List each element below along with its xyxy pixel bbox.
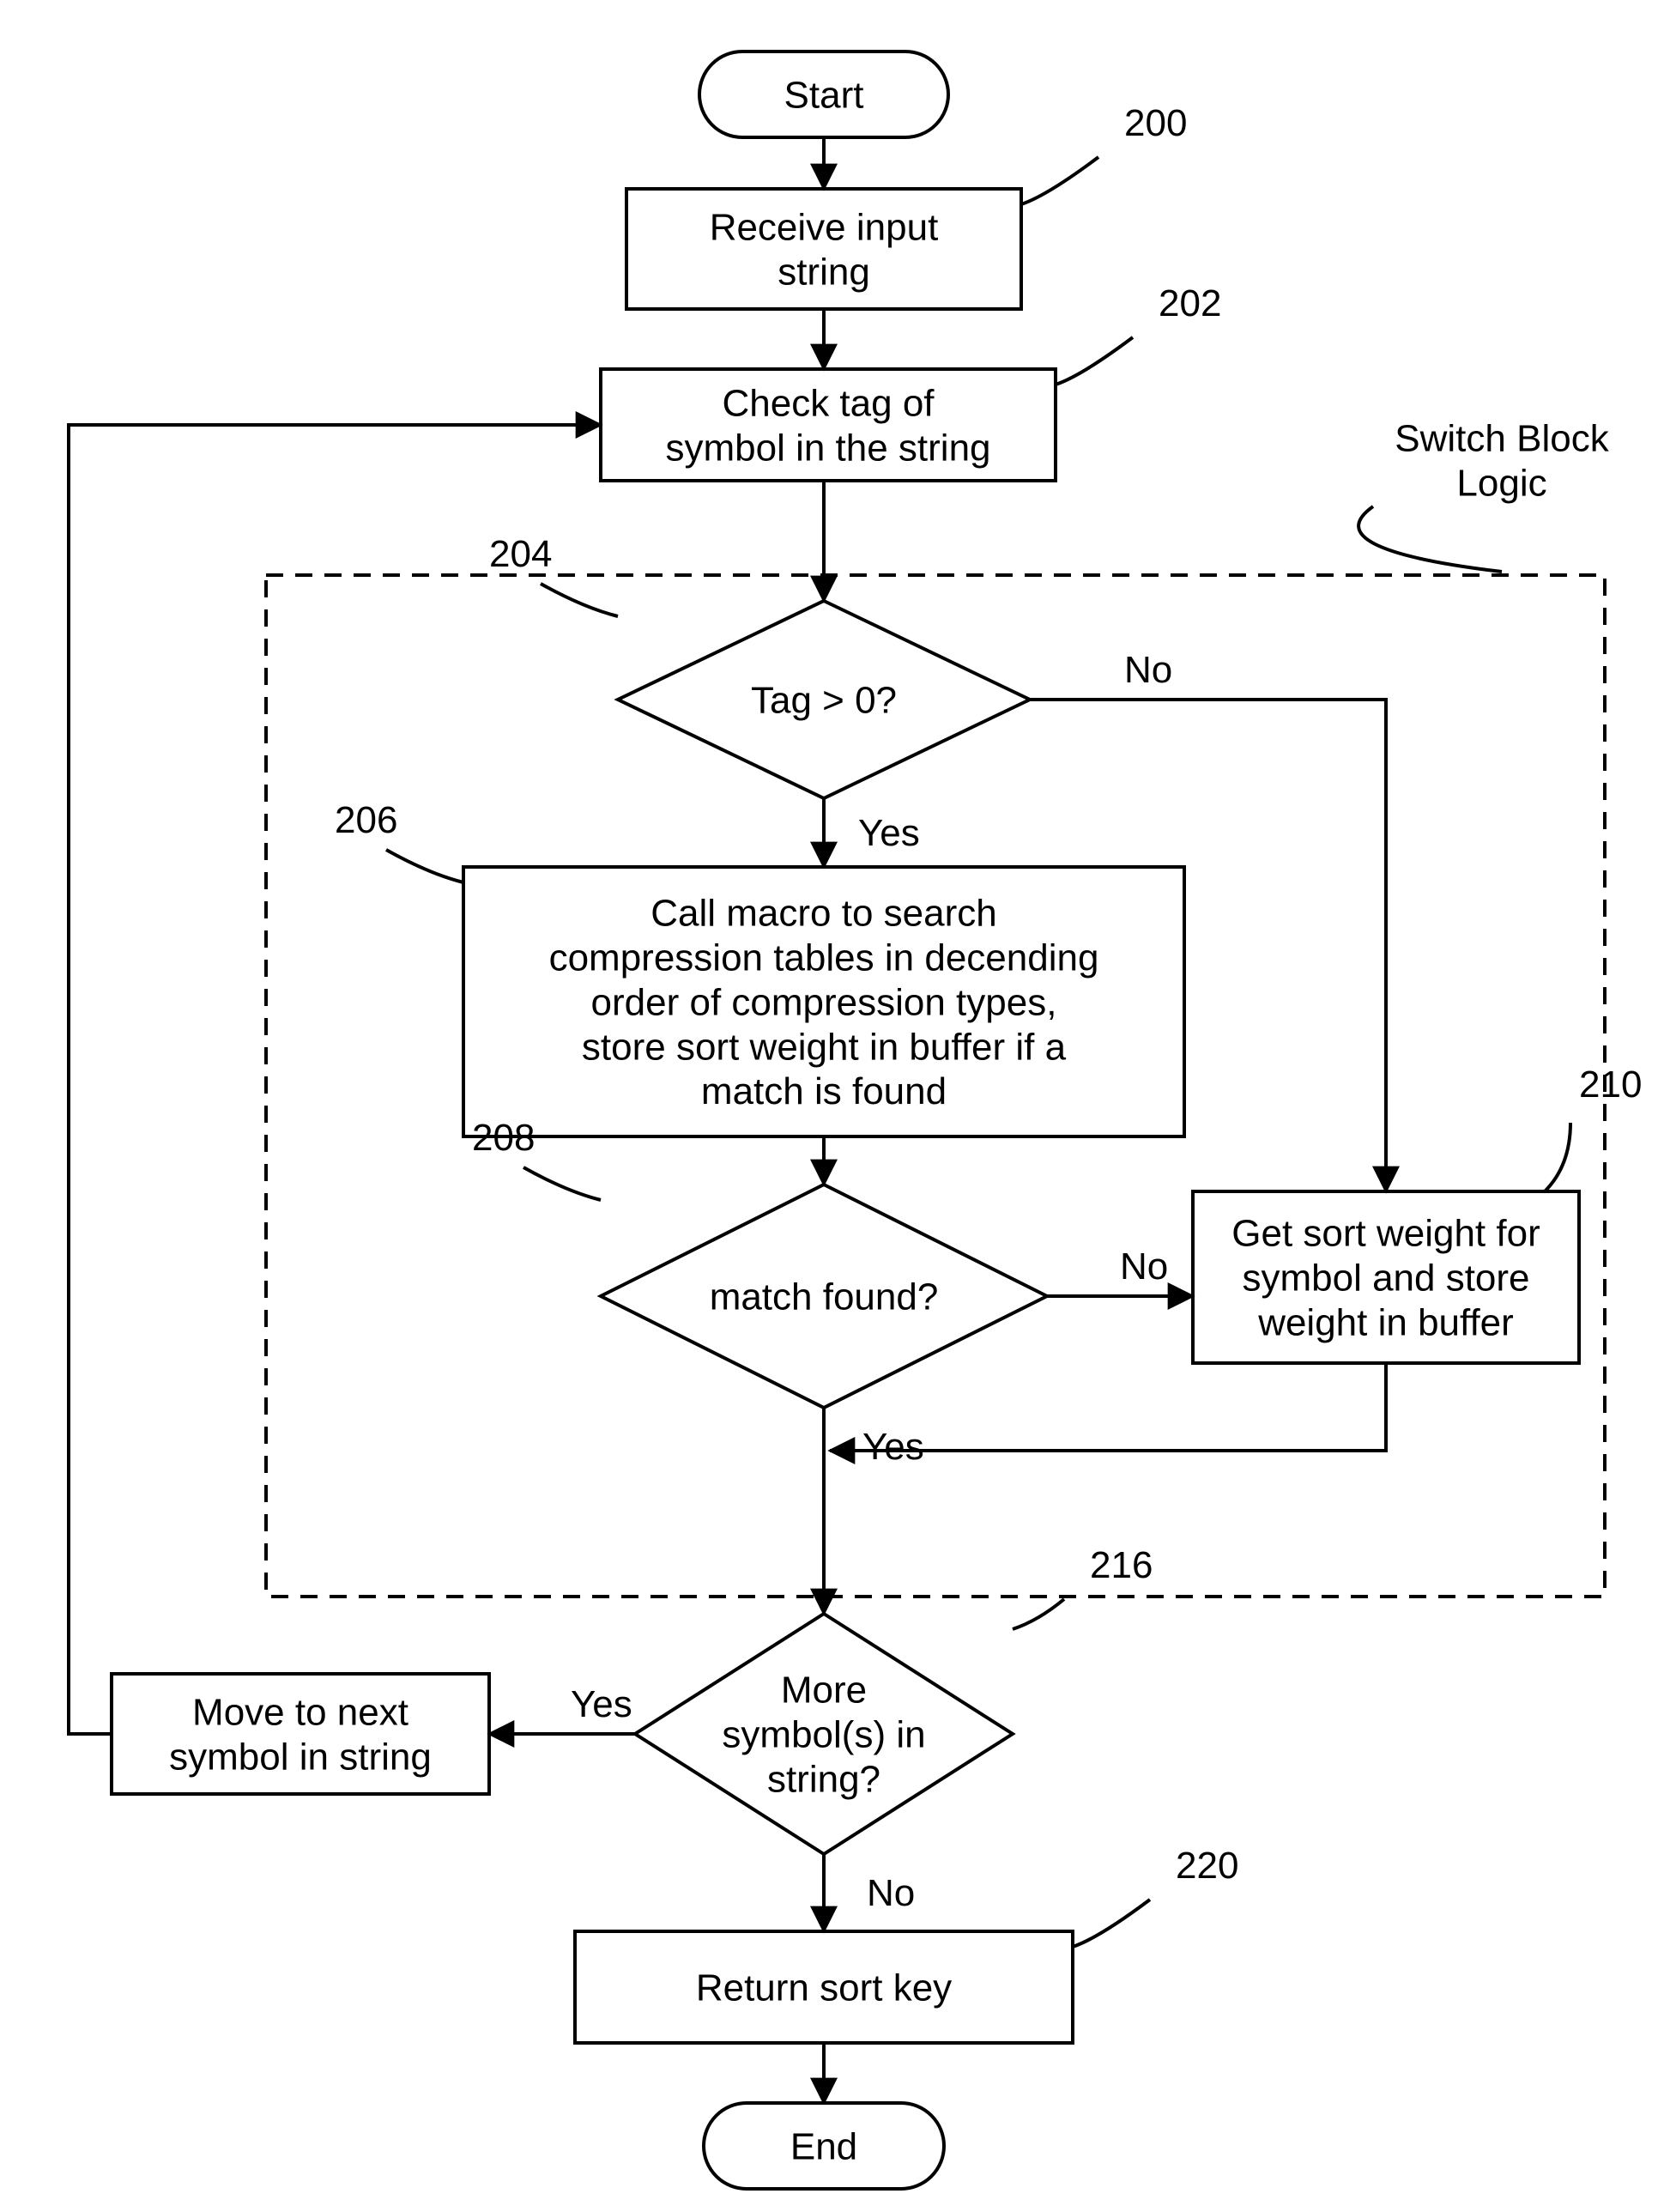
ref-n210: 210 <box>1579 1064 1642 1106</box>
edge-label-8: Yes <box>862 1426 924 1468</box>
node-text-start: Start <box>784 74 864 116</box>
edge-label-9: Yes <box>571 1683 632 1725</box>
edge-label-3: Yes <box>858 812 920 854</box>
ref-n220: 220 <box>1176 1845 1238 1887</box>
ref-n206: 206 <box>335 799 397 841</box>
node-text-d208: match found? <box>710 1276 939 1318</box>
ref-d208: 208 <box>472 1117 535 1159</box>
flowchart-canvas: Switch BlockLogicStartReceive inputstrin… <box>0 0 1664 2212</box>
ref-n202: 202 <box>1159 282 1221 324</box>
node-text-d204: Tag > 0? <box>751 679 897 721</box>
edge-label-11: No <box>867 1872 915 1914</box>
edge-label-6: No <box>1120 1245 1168 1288</box>
ref-n200: 200 <box>1124 102 1187 144</box>
edge-label-5: No <box>1124 649 1172 691</box>
node-text-n210: Get sort weight forsymbol and storeweigh… <box>1231 1212 1540 1343</box>
ref-d204: 204 <box>489 533 552 575</box>
ref-d216: 216 <box>1090 1544 1153 1586</box>
node-text-n220: Return sort key <box>696 1967 952 2009</box>
node-text-end: End <box>790 2125 857 2167</box>
